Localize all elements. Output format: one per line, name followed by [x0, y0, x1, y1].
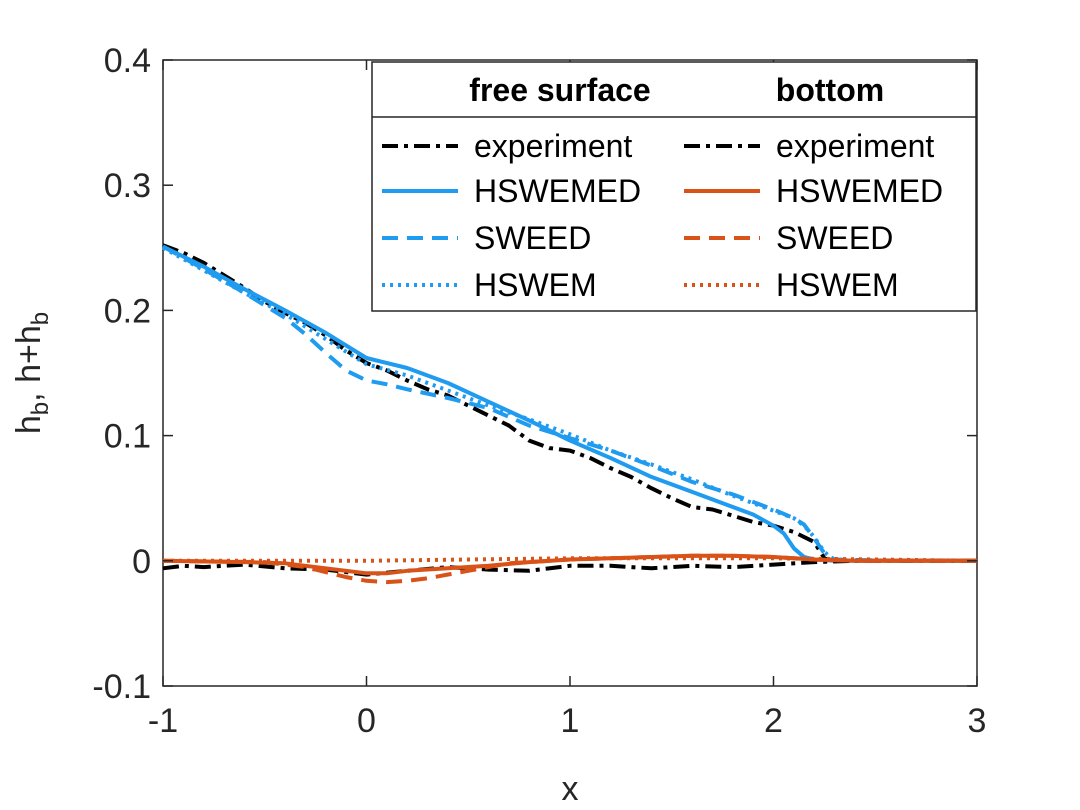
legend-header-free-surface: free surface [469, 72, 650, 108]
legend-entry-bottom-hswemed: HSWEMED [684, 173, 943, 209]
legend-label-bottom-hswemed: HSWEMED [776, 173, 943, 209]
y-tick-label: 0.4 [104, 42, 151, 80]
x-axis-label: x [562, 770, 579, 808]
legend-label-free-hswem: HSWEM [474, 267, 597, 303]
legend-entry-bottom-experiment: experiment [684, 128, 934, 164]
series-line-free_surface-3 [162, 246, 977, 563]
legend-label-bottom-sweed: SWEED [776, 220, 893, 256]
legend-label-bottom-hswem: HSWEM [776, 267, 899, 303]
x-tick-label: 0 [357, 702, 376, 740]
legend-label-free-sweed: SWEED [474, 220, 591, 256]
legend-entry-bottom-sweed: SWEED [684, 220, 893, 256]
legend-entry-free-sweed: SWEED [382, 220, 591, 256]
x-tick-label: 1 [561, 702, 580, 740]
x-tick-label: 3 [968, 702, 987, 740]
x-tick-label: -1 [148, 702, 178, 740]
y-tick-label: 0.2 [104, 292, 151, 330]
x-tick-label: 2 [764, 702, 783, 740]
legend-entry-free-hswem: HSWEM [382, 267, 597, 303]
tick-layer: -1 0 1 2 3 -0.1 0 0.1 0.2 0.3 0.4 [92, 42, 986, 740]
series-line-free_surface-2 [162, 244, 977, 563]
legend-label-free-experiment: experiment [474, 128, 632, 164]
series-line-bottom-4 [162, 558, 977, 577]
y-tick-label: 0.1 [104, 418, 151, 456]
legend-label-bottom-experiment: experiment [776, 128, 934, 164]
legend-entry-free-experiment: experiment [382, 128, 632, 164]
y-axis-label: hb, h+hb [10, 312, 54, 434]
legend-label-free-hswemed: HSWEMED [474, 173, 641, 209]
legend: free surface bottom experiment HSWEMED S… [371, 61, 977, 312]
legend-box [371, 61, 977, 312]
y-tick-label: 0 [132, 543, 151, 581]
legend-entry-bottom-hswem: HSWEM [684, 267, 899, 303]
y-tick-label: 0.3 [104, 167, 151, 205]
y-tick-label: -0.1 [92, 668, 151, 706]
legend-header-bottom: bottom [776, 72, 884, 108]
series-layer [162, 243, 978, 585]
legend-entry-free-hswemed: HSWEMED [382, 173, 641, 209]
